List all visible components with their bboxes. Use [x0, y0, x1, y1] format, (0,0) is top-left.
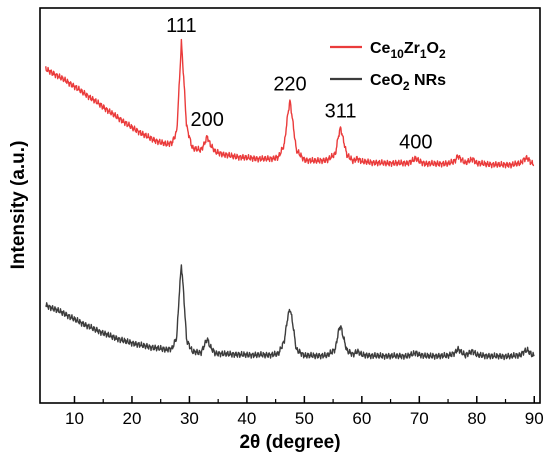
legend-entry-dark: CeO2 NRs: [370, 72, 446, 93]
x-axis-label: 2θ (degree): [239, 432, 340, 453]
series-line-dark: [45, 264, 535, 361]
peak-label-311: 311: [325, 101, 357, 123]
x-tick-label-80: 80: [467, 409, 486, 428]
peak-label-400: 400: [399, 131, 432, 153]
peak-label-200: 200: [191, 109, 224, 131]
plot-frame: [39, 7, 541, 404]
x-tick-label-70: 70: [410, 409, 429, 428]
x-tick-label-10: 10: [65, 409, 84, 428]
legend: Ce10Zr1O2 CeO2 NRs: [330, 40, 446, 93]
peak-label-220: 220: [273, 74, 306, 96]
x-tick-label-30: 30: [180, 409, 199, 428]
x-tick-label-90: 90: [525, 409, 544, 428]
series-layer: [45, 38, 535, 361]
peak-labels: 111 200 220 311 400: [166, 15, 432, 153]
x-tick-label-20: 20: [122, 409, 141, 428]
series-line-red: [45, 38, 535, 169]
peak-label-111: 111: [166, 15, 196, 37]
x-tick-label-40: 40: [237, 409, 256, 428]
x-tick-label-50: 50: [295, 409, 314, 428]
x-axis: 10 20 30 40 50 60 70 80 90: [65, 396, 544, 428]
x-tick-label-60: 60: [352, 409, 371, 428]
legend-entry-red: Ce10Zr1O2: [370, 40, 446, 61]
y-axis-label: Intensity (a.u.): [8, 141, 29, 270]
